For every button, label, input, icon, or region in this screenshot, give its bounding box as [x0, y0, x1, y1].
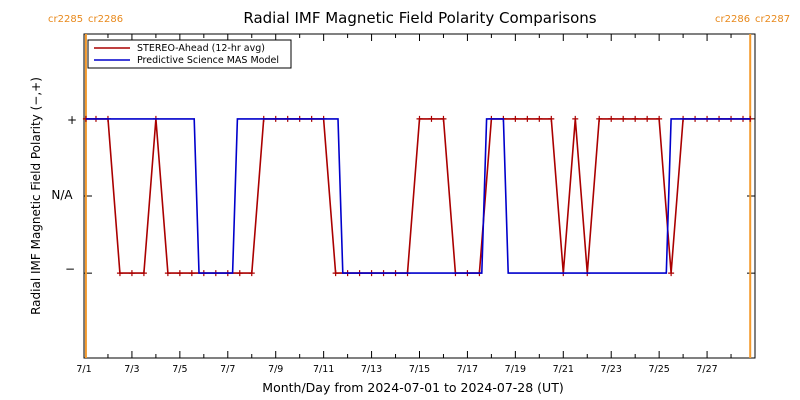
data-point-marker [620, 115, 627, 122]
x-tick-label: 7/17 [457, 364, 478, 375]
data-point-marker [548, 115, 555, 122]
data-point-marker [536, 115, 543, 122]
data-point-marker [512, 115, 519, 122]
x-tick-label: 7/21 [553, 364, 574, 375]
data-point-marker [524, 115, 531, 122]
data-point-marker [572, 115, 579, 122]
carrington-label-left-a: cr2285 [48, 14, 83, 25]
y-ticks [84, 118, 755, 274]
data-point-marker [428, 115, 435, 122]
legend-box [87, 39, 292, 69]
carrington-markers [84, 34, 752, 358]
carrington-label-right-b: cr2287 [755, 14, 790, 25]
data-point-marker [332, 270, 339, 277]
series-line-mas [85, 118, 751, 274]
x-tick-label: 7/25 [648, 364, 669, 375]
x-ticks: 7/1 7/3 7/5 7/7 7/9 7/11 7/13 7/15 7/17 7/19 7/21 7… [76, 34, 732, 375]
data-point-marker [596, 115, 603, 122]
carrington-label-right-a: cr2286 [715, 14, 750, 25]
data-point-marker [128, 270, 135, 277]
x-axis-label: Month/Day from 2024-07-01 to 2024-07-28 … [262, 380, 563, 395]
y-axis-label: Radial IMF Magnetic Field Polarity (−,+) [29, 77, 43, 315]
series-group [82, 115, 754, 277]
data-point-marker [248, 270, 255, 277]
data-point-marker [236, 270, 243, 277]
x-tick-label: 7/9 [268, 364, 283, 375]
x-tick-label: 7/5 [172, 364, 187, 375]
x-tick-label: 7/15 [409, 364, 430, 375]
x-tick-label: 7/3 [124, 364, 139, 375]
x-tick-label: 7/1 [76, 364, 91, 375]
y-tick-label-na: N/A [51, 188, 73, 202]
data-point-marker [416, 115, 423, 122]
data-point-marker [644, 115, 651, 122]
x-tick-label: 7/19 [505, 364, 526, 375]
data-point-marker [632, 115, 639, 122]
chart-title: Radial IMF Magnetic Field Polarity Compa… [243, 9, 596, 27]
x-tick-label: 7/27 [696, 364, 717, 375]
data-point-marker [176, 270, 183, 277]
data-point-marker [116, 270, 123, 277]
legend: STEREO-Ahead (12-hr avg) Predictive Scie… [87, 39, 292, 69]
series-line-stereo [85, 118, 751, 274]
x-tick-label: 7/23 [601, 364, 622, 375]
x-tick-label: 7/7 [220, 364, 235, 375]
data-point-marker [668, 270, 675, 277]
data-point-marker [656, 115, 663, 122]
legend-label-mas: Predictive Science MAS Model [137, 55, 279, 66]
x-tick-label: 7/11 [313, 364, 334, 375]
legend-label-stereo: STEREO-Ahead (12-hr avg) [137, 43, 265, 54]
carrington-label-left-b: cr2286 [88, 14, 123, 25]
y-tick-label-plus: + [67, 113, 77, 127]
data-point-marker [140, 270, 147, 277]
data-point-marker [440, 115, 447, 122]
data-point-marker [608, 115, 615, 122]
y-tick-label-minus: − [65, 262, 75, 276]
x-tick-label: 7/13 [361, 364, 382, 375]
data-point-marker [188, 270, 195, 277]
data-point-marker [164, 270, 171, 277]
plot-frame [83, 33, 756, 359]
